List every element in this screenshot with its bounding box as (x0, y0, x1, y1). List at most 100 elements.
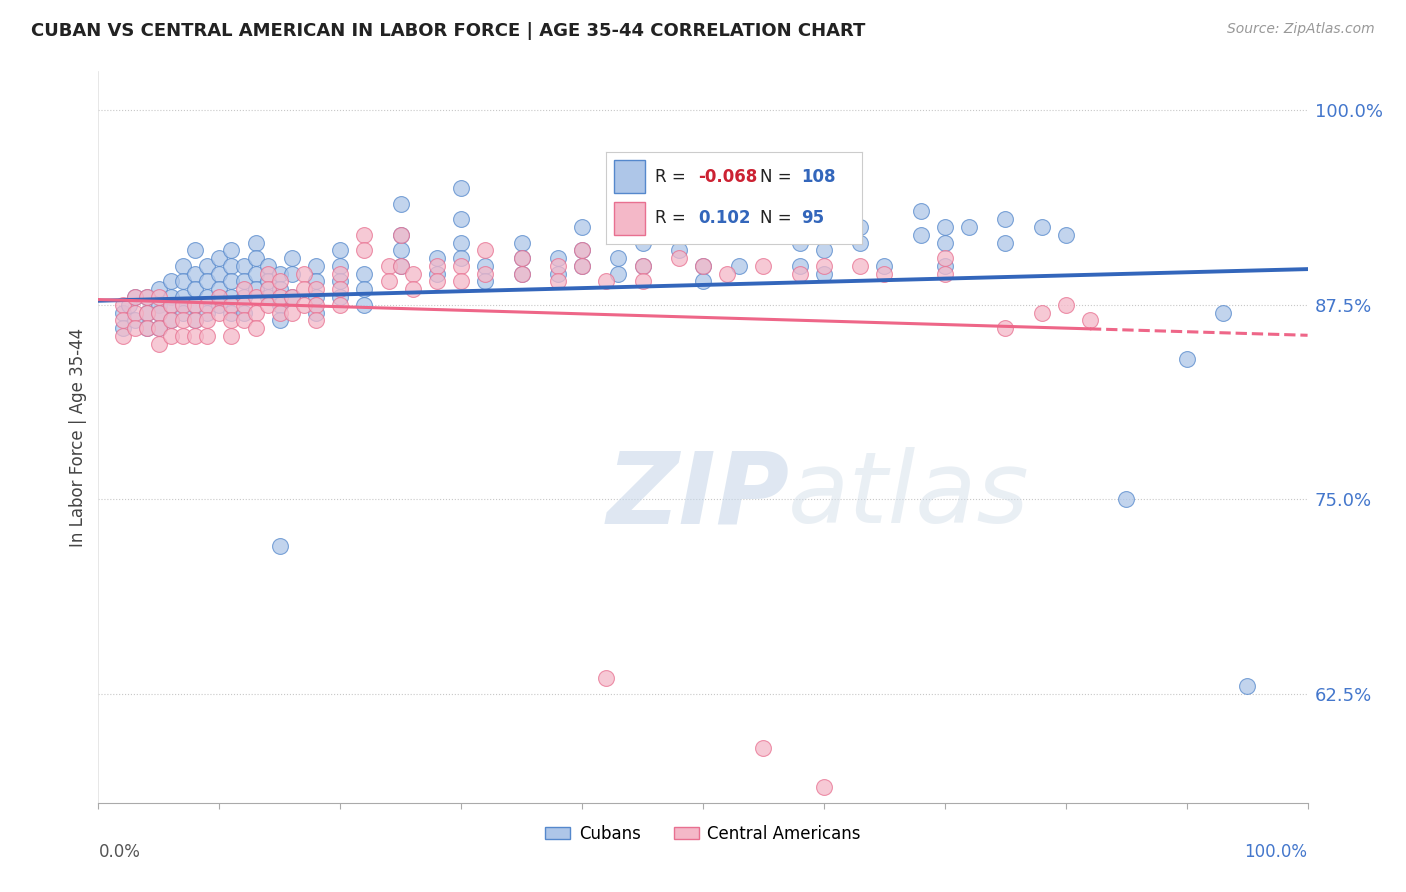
Point (160, 313, 183, 327)
Legend: Cubans, Central Americans: Cubans, Central Americans (538, 818, 868, 849)
Point (329, 275, 352, 289)
Point (269, 275, 291, 289)
Point (571, 259, 593, 273)
Point (245, 290, 267, 304)
Text: N =: N = (759, 210, 792, 227)
Point (111, 298, 134, 312)
Point (305, 305, 328, 319)
Point (389, 244, 412, 258)
Point (245, 305, 267, 319)
Point (245, 321, 267, 335)
Point (402, 282, 425, 296)
Point (329, 267, 352, 281)
Point (474, 244, 496, 258)
Point (256, 259, 278, 273)
Point (547, 251, 569, 265)
Point (292, 298, 315, 312)
Point (873, 259, 896, 273)
Point (849, 259, 872, 273)
Point (377, 275, 399, 289)
Point (111, 313, 134, 327)
Point (934, 219, 956, 234)
Point (221, 313, 243, 327)
Point (389, 227, 412, 242)
Point (195, 305, 218, 319)
Point (221, 329, 243, 343)
Point (111, 329, 134, 343)
Point (245, 251, 267, 265)
Point (571, 219, 593, 234)
Point (195, 329, 218, 343)
Point (305, 313, 328, 327)
Text: 108: 108 (801, 168, 835, 186)
Point (269, 298, 291, 312)
Point (269, 267, 291, 281)
Point (172, 298, 194, 312)
Point (160, 313, 183, 327)
Point (389, 259, 412, 273)
Point (184, 298, 207, 312)
Point (148, 321, 170, 335)
Point (195, 298, 218, 312)
Point (789, 267, 811, 281)
Point (813, 780, 835, 795)
Point (195, 259, 218, 273)
Point (172, 275, 194, 289)
Text: atlas: atlas (787, 447, 1029, 544)
Point (148, 290, 170, 304)
Point (292, 267, 315, 281)
Point (1078, 313, 1101, 327)
Point (450, 259, 472, 273)
Point (789, 235, 811, 250)
Point (957, 219, 980, 234)
Point (668, 251, 690, 265)
Point (547, 259, 569, 273)
Point (208, 290, 231, 304)
Point (510, 267, 533, 281)
Point (208, 251, 231, 265)
FancyBboxPatch shape (614, 160, 644, 194)
Point (716, 267, 738, 281)
Point (148, 305, 170, 319)
Point (329, 298, 352, 312)
Point (124, 290, 146, 304)
Point (221, 298, 243, 312)
Point (450, 181, 472, 195)
Point (1031, 305, 1053, 319)
Point (994, 235, 1017, 250)
Point (934, 251, 956, 265)
Point (813, 259, 835, 273)
Point (450, 275, 472, 289)
Point (1031, 219, 1053, 234)
Point (873, 267, 896, 281)
Point (208, 282, 231, 296)
Point (668, 244, 690, 258)
Point (148, 305, 170, 319)
Point (124, 321, 146, 335)
Point (426, 275, 449, 289)
Point (184, 329, 207, 343)
Point (752, 227, 775, 242)
Point (595, 275, 617, 289)
Point (184, 298, 207, 312)
Point (752, 741, 775, 756)
Point (353, 298, 375, 312)
Point (269, 305, 291, 319)
Point (221, 305, 243, 319)
Point (728, 259, 751, 273)
Point (329, 282, 352, 296)
Point (172, 290, 194, 304)
Point (172, 313, 194, 327)
Point (184, 282, 207, 296)
Point (135, 321, 157, 335)
Point (510, 251, 533, 265)
Point (184, 267, 207, 281)
Point (571, 259, 593, 273)
Point (692, 259, 714, 273)
Point (994, 212, 1017, 227)
Point (160, 298, 183, 312)
Point (148, 336, 170, 351)
Point (377, 259, 399, 273)
Point (329, 259, 352, 273)
Point (135, 305, 157, 319)
